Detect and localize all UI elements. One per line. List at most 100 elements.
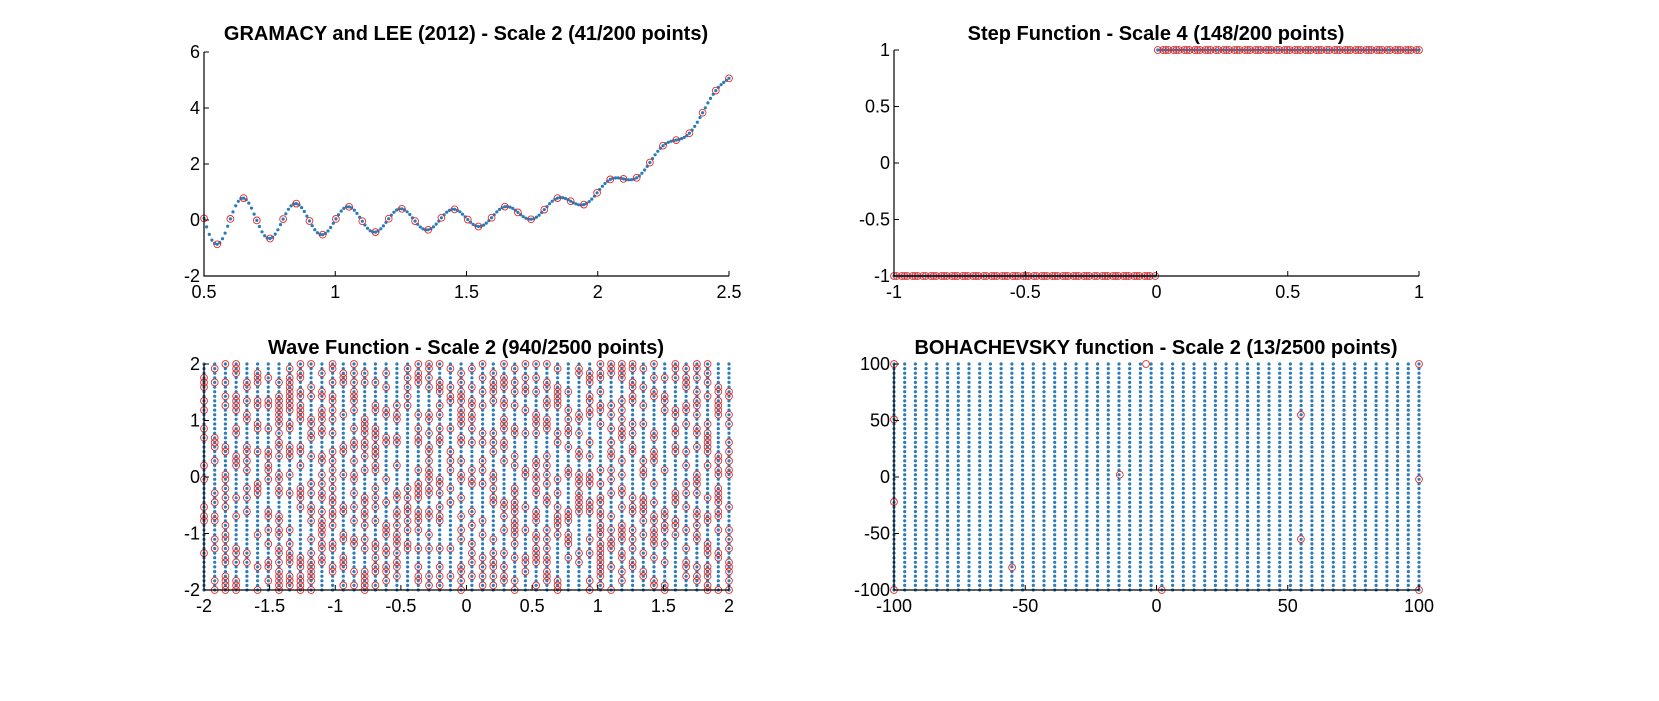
sample-point: [523, 468, 528, 472]
selected-point: [371, 544, 380, 553]
selected-point: [1275, 46, 1284, 54]
sample-point: [620, 399, 624, 403]
sample-point: [277, 486, 281, 491]
selected-point: [618, 424, 626, 433]
sample-point: [416, 519, 420, 523]
sample-point: [331, 519, 335, 523]
sample-point: [620, 579, 624, 583]
selected-point: [489, 572, 498, 581]
selected-point: [682, 364, 690, 373]
sample-point: [652, 560, 656, 564]
sample-point: [395, 376, 399, 380]
sample-point: [256, 445, 260, 449]
sample-point: [223, 505, 227, 509]
sample-point: [706, 399, 710, 403]
sample-point: [384, 371, 388, 375]
sample-point: [663, 579, 667, 583]
sample-point: [978, 468, 982, 472]
sample-point: [331, 546, 335, 551]
sample-point: [213, 459, 217, 463]
selected-point: [318, 516, 326, 525]
sample-point: [588, 565, 592, 569]
selected-point: [682, 489, 690, 497]
x-tick-label: 2: [593, 282, 603, 302]
sample-point: [406, 546, 410, 551]
sample-point: [459, 570, 463, 574]
sample-point: [609, 440, 613, 444]
sample-point: [288, 440, 292, 444]
sample-point: [1010, 477, 1014, 481]
sample-point: [684, 362, 688, 366]
sample-point: [663, 422, 667, 426]
selected-point: [500, 563, 508, 571]
sample-point: [448, 491, 452, 495]
sample-point: [513, 408, 517, 412]
selected-point: [500, 572, 508, 581]
sample-point: [663, 468, 667, 472]
sample-point: [481, 523, 485, 528]
sample-point: [427, 454, 431, 458]
sample-point: [384, 560, 388, 564]
sample-point: [641, 367, 645, 371]
sample-point: [470, 380, 474, 384]
sample-point: [448, 519, 452, 523]
sample-point: [481, 376, 485, 380]
sample-point: [1063, 546, 1067, 551]
sample-point: [1074, 477, 1078, 481]
sample-point: [1010, 371, 1014, 375]
sample-point: [481, 413, 485, 417]
selected-point: [532, 360, 540, 368]
selected-point: [1190, 46, 1199, 54]
sample-point: [352, 473, 356, 477]
sample-point: [935, 385, 939, 389]
selected-point: [1367, 46, 1376, 54]
sample-point: [999, 422, 1003, 426]
sample-point: [1031, 422, 1035, 426]
sample-point: [641, 565, 645, 569]
sample-point: [1053, 510, 1057, 514]
selected-point: [457, 457, 465, 465]
sample-point: [666, 140, 670, 144]
selected-point: [693, 360, 701, 368]
selected-point: [1383, 46, 1392, 54]
sample-point: [320, 431, 324, 435]
selected-point: [360, 415, 369, 424]
sample-point: [695, 537, 699, 541]
sample-point: [395, 427, 399, 431]
selected-point: [510, 387, 519, 396]
sample-point: [924, 583, 928, 588]
sample-point: [256, 390, 260, 394]
sample-point: [448, 445, 452, 449]
sample-point: [395, 436, 399, 440]
sample-point: [523, 496, 528, 500]
sample-point: [341, 528, 345, 532]
selected-point: [532, 507, 540, 516]
sample-point: [245, 463, 249, 468]
sample-point: [307, 219, 312, 223]
sample-point: [438, 528, 442, 532]
sample-point: [716, 579, 720, 583]
sample-point: [256, 482, 260, 486]
sample-point: [427, 496, 431, 500]
sample-point: [548, 202, 552, 206]
selected-point: [671, 373, 680, 382]
sample-point: [277, 371, 281, 375]
selected-point: [564, 466, 573, 474]
sample-point: [1063, 450, 1067, 454]
sample-point: [1031, 473, 1035, 477]
selected-point: [618, 360, 626, 368]
sample-point: [673, 399, 678, 403]
sample-point: [408, 212, 412, 217]
sample-point: [320, 574, 324, 578]
sample-point: [257, 224, 261, 229]
sample-point: [513, 367, 517, 371]
sample-point: [988, 408, 993, 412]
selected-point: [275, 512, 283, 521]
sample-point: [588, 468, 592, 472]
sample-point: [620, 413, 624, 417]
selected-point: [543, 572, 551, 581]
sample-point: [331, 560, 335, 564]
sample-point: [641, 394, 645, 398]
sample-point: [534, 450, 538, 454]
sample-point: [727, 376, 731, 380]
